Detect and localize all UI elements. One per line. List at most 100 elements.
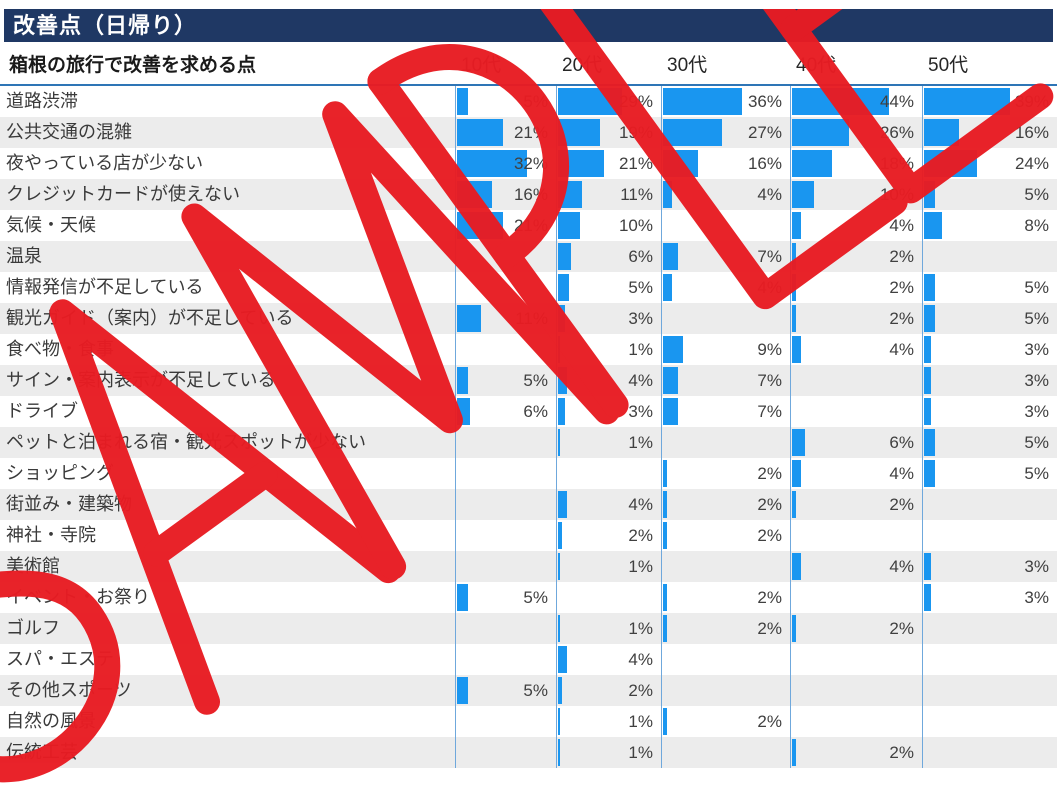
value-cell-20代: 1% — [556, 706, 661, 737]
value-label: 2% — [628, 681, 653, 700]
value-cell-10代 — [455, 334, 556, 365]
question-label: 箱根の旅行で改善を求める点 — [9, 54, 257, 76]
chart-row: 街並み・建築物 4% 2% 2% — [0, 489, 1057, 520]
value-label: 5% — [1024, 464, 1049, 483]
bar — [558, 646, 567, 673]
value-cell-40代: 6% — [790, 427, 922, 458]
value-cell-50代: 5% — [922, 458, 1057, 489]
value-cell-10代 — [455, 458, 556, 489]
value-label: 4% — [889, 464, 914, 483]
chart-row: 自然の風景 1% 2% — [0, 706, 1057, 737]
chart-row: 気候・天候 21% 10% 4% 8% — [0, 210, 1057, 241]
bar — [663, 181, 672, 208]
value-cell-10代 — [455, 520, 556, 551]
value-cell-30代 — [661, 551, 790, 582]
value-cell-40代 — [790, 396, 922, 427]
value-cell-40代 — [790, 644, 922, 675]
bar — [792, 336, 801, 363]
value-label: 7% — [757, 371, 782, 390]
value-cell-30代: 2% — [661, 520, 790, 551]
value-cell-50代: 3% — [922, 396, 1057, 427]
category-label: 自然の風景 — [6, 711, 96, 731]
chart-row: 情報発信が不足している 5% 4% 2% 5% — [0, 272, 1057, 303]
value-label: 3% — [628, 402, 653, 421]
bar — [558, 429, 561, 456]
value-label: 26% — [879, 123, 914, 142]
value-cell-10代: 21% — [455, 117, 556, 148]
value-label: 2% — [757, 526, 782, 545]
value-label: 16% — [747, 154, 782, 173]
value-cell-30代: 7% — [661, 396, 790, 427]
value-label: 5% — [523, 371, 548, 390]
category-label: ペットと泊まれる宿・観光スポットが少ない — [6, 432, 366, 452]
value-label: 10% — [618, 216, 653, 235]
category-label: 美術館 — [6, 556, 60, 576]
value-label: 6% — [628, 247, 653, 266]
value-label: 36% — [747, 92, 782, 111]
value-label: 7% — [757, 247, 782, 266]
value-cell-50代: 5% — [922, 427, 1057, 458]
value-cell-30代: 2% — [661, 458, 790, 489]
value-cell-10代: 6% — [455, 396, 556, 427]
value-label: 1% — [628, 712, 653, 731]
value-cell-20代: 2% — [556, 675, 661, 706]
bar — [457, 398, 471, 425]
bar — [663, 336, 683, 363]
chart-row: ショッピング 2% 4% 5% — [0, 458, 1057, 489]
bar — [663, 119, 723, 146]
value-cell-10代: 21% — [455, 210, 556, 241]
value-label: 3% — [1024, 402, 1049, 421]
value-cell-10代 — [455, 272, 556, 303]
value-cell-40代 — [790, 520, 922, 551]
bar — [558, 212, 580, 239]
value-label: 2% — [628, 526, 653, 545]
value-cell-50代 — [922, 644, 1057, 675]
value-cell-30代: 7% — [661, 365, 790, 396]
bar — [558, 491, 567, 518]
value-cell-40代: 2% — [790, 737, 922, 768]
value-label: 27% — [747, 123, 782, 142]
value-label: 18% — [879, 154, 914, 173]
bar — [558, 522, 563, 549]
bar — [792, 119, 850, 146]
value-label: 2% — [889, 278, 914, 297]
value-cell-20代: 5% — [556, 272, 661, 303]
bar — [792, 88, 889, 115]
chart-row: ゴルフ 1% 2% 2% — [0, 613, 1057, 644]
chart-header-row: 箱根の旅行で改善を求める点 10代 20代 30代 40代 50代 — [0, 42, 1057, 86]
value-cell-20代: 1% — [556, 737, 661, 768]
value-label: 1% — [628, 433, 653, 452]
column-header-10s: 10代 — [461, 54, 502, 76]
value-cell-30代: 2% — [661, 706, 790, 737]
bar — [558, 367, 567, 394]
bar — [457, 367, 468, 394]
value-cell-10代: 5% — [455, 675, 556, 706]
value-cell-30代 — [661, 737, 790, 768]
value-label: 2% — [757, 619, 782, 638]
value-label: 19% — [618, 123, 653, 142]
category-label: ドライブ — [6, 401, 78, 421]
value-label: 39% — [1014, 92, 1049, 111]
bar — [792, 739, 797, 766]
bar — [924, 398, 931, 425]
bar — [924, 429, 935, 456]
value-cell-10代: 11% — [455, 303, 556, 334]
bar — [558, 181, 583, 208]
page-title: 改善点（日帰り） — [4, 9, 1053, 42]
chart-row: 道路渋滞 5% 29% 36% 44% 39% — [0, 86, 1057, 117]
value-cell-50代: 5% — [922, 272, 1057, 303]
value-label: 7% — [757, 402, 782, 421]
category-label: イベント・お祭り — [6, 587, 150, 607]
value-label: 4% — [757, 185, 782, 204]
value-label: 2% — [757, 712, 782, 731]
category-label: 気候・天候 — [6, 215, 96, 235]
bar — [924, 553, 931, 580]
value-cell-40代: 4% — [790, 551, 922, 582]
value-cell-10代 — [455, 551, 556, 582]
value-label: 1% — [628, 619, 653, 638]
value-cell-40代: 2% — [790, 241, 922, 272]
value-cell-20代: 21% — [556, 148, 661, 179]
bar — [924, 181, 935, 208]
bar — [924, 119, 960, 146]
bar — [663, 150, 699, 177]
